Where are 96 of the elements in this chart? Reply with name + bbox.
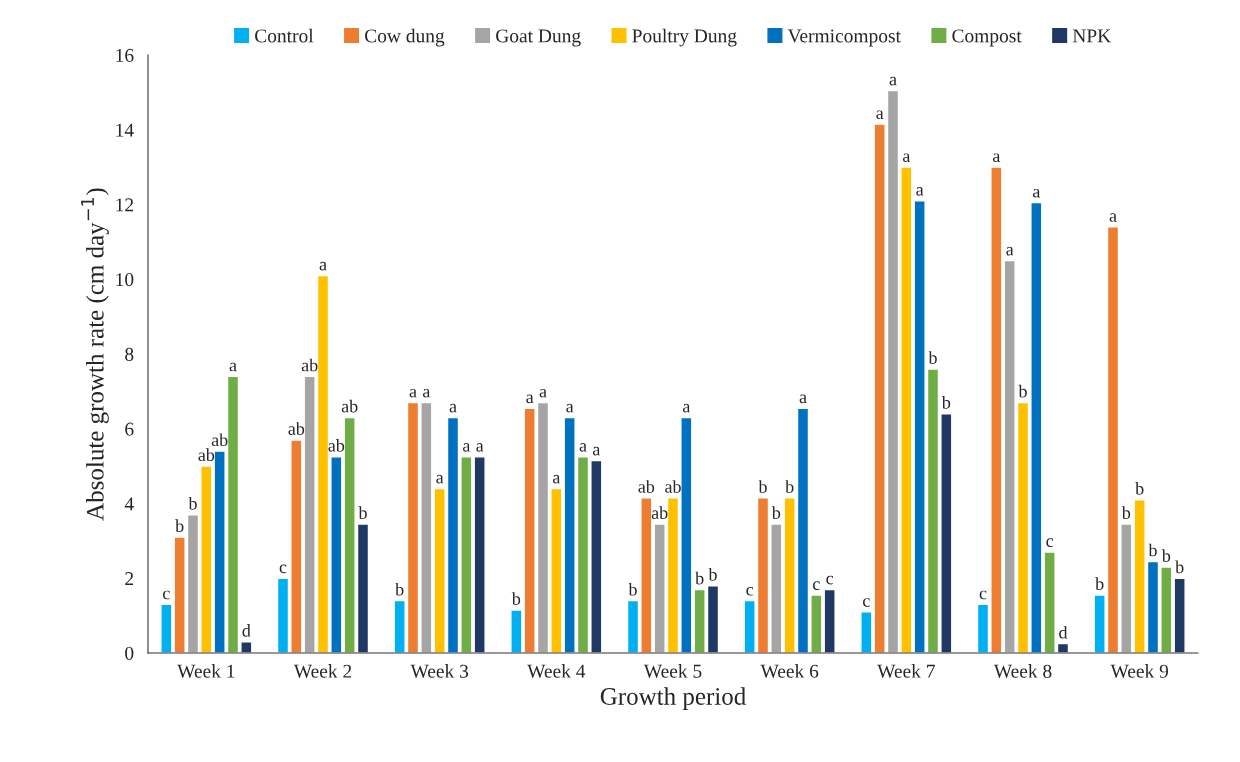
data-label: b — [928, 351, 937, 364]
data-label: a — [992, 153, 1001, 163]
y-tick-label: 14 — [116, 123, 134, 137]
data-label: c — [163, 590, 170, 600]
data-label: b — [758, 480, 767, 493]
data-label: b — [1135, 482, 1144, 495]
bar — [823, 588, 836, 653]
x-tick-label: Week 4 — [527, 664, 586, 678]
data-label: b — [1175, 560, 1184, 574]
x-tick-label: Week 7 — [877, 664, 935, 678]
data-label: a — [319, 261, 327, 271]
data-label: ab — [341, 399, 358, 413]
x-tick-label: Week 5 — [643, 664, 702, 678]
data-label: a — [876, 110, 884, 120]
data-label: a — [889, 76, 897, 86]
data-label: a — [462, 443, 471, 452]
data-label: ab — [198, 448, 215, 462]
x-tick-label: Week 3 — [410, 664, 469, 678]
data-label: b — [1095, 577, 1104, 591]
bar — [160, 603, 173, 653]
data-label: c — [746, 586, 754, 596]
data-label: d — [1059, 625, 1068, 639]
legend-label: Vermicompost — [787, 29, 901, 47]
data-label: d — [242, 624, 251, 637]
data-label: ab — [651, 506, 668, 519]
data-label: a — [436, 474, 444, 484]
data-label: b — [188, 496, 197, 510]
data-label: b — [708, 567, 717, 581]
data-label: c — [826, 575, 834, 585]
data-label: b — [175, 519, 184, 533]
x-tick-label: Week 1 — [177, 664, 235, 678]
legend-label: Poultry Dung — [632, 28, 737, 47]
legend-label: NPK — [1072, 29, 1111, 43]
data-label: a — [799, 394, 807, 404]
data-label: a — [682, 403, 691, 413]
bar — [860, 611, 873, 653]
data-label: a — [229, 362, 237, 372]
bar — [1173, 577, 1186, 653]
y-tick-label: 16 — [116, 48, 134, 62]
data-label: a — [476, 443, 484, 452]
x-tick-label: Week 2 — [293, 664, 352, 678]
data-label: b — [785, 480, 794, 493]
data-label: a — [1032, 188, 1041, 198]
data-label: b — [695, 571, 704, 585]
data-label: b — [1148, 543, 1157, 557]
data-label: ab — [211, 433, 228, 447]
data-label: a — [592, 446, 601, 456]
data-label: ab — [328, 439, 345, 452]
data-label: a — [1006, 246, 1014, 256]
data-label: a — [449, 403, 457, 413]
data-label: a — [422, 388, 431, 398]
data-label: b — [395, 582, 404, 596]
data-label: c — [1046, 538, 1054, 548]
x-tick-label: Week 6 — [760, 664, 819, 678]
data-label: ab — [288, 422, 305, 435]
data-label: b — [771, 506, 781, 519]
data-label: b — [358, 506, 367, 519]
legend-label: Compost — [952, 29, 1022, 47]
y-axis-title: Absolute growth rate (cm day$^{−1}$) — [81, 188, 109, 521]
legend-label: Control — [255, 28, 314, 43]
y-tick-label: 8 — [125, 347, 134, 361]
x-axis-title: Growth period — [600, 687, 746, 710]
data-label: a — [539, 388, 547, 398]
data-label: ab — [665, 480, 681, 493]
x-tick-label: Week 9 — [1110, 664, 1169, 678]
data-label: c — [813, 581, 820, 591]
data-label: a — [409, 388, 417, 398]
y-tick-label: 6 — [125, 422, 134, 436]
data-label: b — [1121, 506, 1131, 519]
legend-label: Cow dung — [365, 28, 445, 47]
y-tick-label: 2 — [125, 572, 134, 585]
data-label: b — [1018, 384, 1027, 398]
data-label: c — [279, 564, 287, 574]
legend-label: Goat Dung — [496, 29, 581, 47]
data-label: ab — [301, 358, 318, 372]
y-tick-label: 4 — [124, 497, 134, 511]
bar — [473, 456, 486, 653]
data-label: b — [511, 592, 521, 605]
data-label: c — [863, 598, 870, 607]
x-tick-label: Week 8 — [993, 664, 1052, 678]
y-tick-label: 12 — [116, 198, 134, 212]
data-label: a — [1109, 213, 1117, 222]
data-label: b — [628, 582, 637, 596]
data-label: a — [579, 443, 587, 452]
data-label: b — [1161, 549, 1171, 562]
data-label: a — [566, 403, 574, 413]
y-tick-label: 10 — [116, 273, 134, 287]
y-tick-label: 0 — [125, 646, 134, 660]
data-label: c — [979, 590, 987, 600]
data-label: a — [526, 394, 534, 404]
data-label: b — [941, 396, 951, 409]
data-label: a — [552, 474, 561, 484]
data-label: a — [902, 153, 911, 163]
data-label: ab — [638, 480, 655, 493]
data-label: a — [916, 187, 924, 196]
bar — [510, 609, 523, 653]
